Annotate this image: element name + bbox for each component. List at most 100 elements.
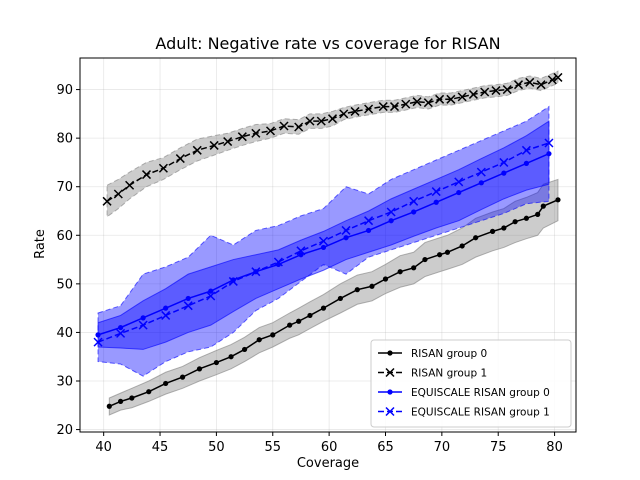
y-tick-label: 50 — [56, 277, 73, 292]
equiscale-risan-group-1-point — [476, 167, 486, 177]
equiscale-risan-group-0-point — [343, 235, 349, 241]
equiscale-risan-group-0-point — [411, 209, 417, 215]
equiscale-risan-group-0-point — [501, 170, 507, 176]
y-tick-label: 40 — [56, 326, 73, 341]
risan-group-0-point — [382, 276, 389, 282]
plot-frame — [79, 57, 577, 433]
risan-group-1-point — [513, 80, 524, 90]
legend-label: EQUISCALE RISAN group 1 — [411, 407, 550, 419]
equiscale-risan-group-1-point — [296, 246, 306, 256]
risan-group-0-point — [354, 287, 360, 293]
legend: RISAN group 0 RISAN group 1 EQUISCALE RISA… — [370, 339, 572, 428]
x-axis-label: Coverage — [297, 456, 359, 471]
risan-group-1-point — [491, 86, 501, 96]
equiscale-risan-group-0-point — [117, 324, 124, 331]
risan-group-1-point — [350, 106, 360, 116]
equiscale-risan-group-0-point — [388, 218, 394, 224]
legend-marker — [385, 406, 395, 417]
x-tick-label: 45 — [152, 440, 169, 455]
equiscale-risan-group-1-point — [161, 310, 171, 320]
chart-title: Adult: Negative rate vs coverage for RIS… — [155, 34, 500, 53]
legend-marker — [387, 389, 393, 395]
y-tick-label: 60 — [56, 229, 73, 244]
risan-group-0-point — [535, 211, 541, 217]
equiscale-risan-group-1-point — [341, 225, 351, 235]
equiscale-risan-group-1-point — [138, 320, 148, 330]
risan-group-1-point — [316, 116, 326, 126]
equiscale-risan-group-0-point — [523, 160, 530, 166]
risan-group-1-point — [468, 89, 478, 99]
risan-group-0-point — [489, 228, 496, 234]
equiscale-risan-group-1-point — [409, 196, 419, 206]
equiscale-risan-group-0-point — [95, 332, 101, 338]
risan-group-0-line — [109, 199, 559, 407]
equiscale-risan-group-1-point — [431, 187, 441, 197]
risan-group-1-point — [401, 99, 411, 109]
risan-group-1-point — [125, 180, 135, 190]
x-tick-label: 80 — [546, 440, 563, 455]
risan-group-0-point — [296, 318, 302, 324]
legend-entry-equiscale-risan-group-1: EQUISCALE RISAN group 1 — [378, 407, 550, 419]
equiscale-risan-group-1-point — [499, 157, 509, 167]
equiscale-risan-group-1-point — [544, 138, 554, 148]
risan-group-0-point — [397, 269, 403, 275]
x-tick-label: 50 — [208, 440, 225, 455]
equiscale-risan-group-1-point — [318, 236, 329, 246]
equiscale-risan-group-1-point — [273, 257, 283, 267]
risan-group-0-point — [213, 359, 219, 366]
equiscale-risan-group-1-point — [364, 216, 374, 226]
series-markers — [93, 72, 563, 409]
x-tick-label: 65 — [377, 440, 394, 455]
risan-group-0-point — [179, 374, 186, 380]
y-tick-label: 70 — [56, 180, 73, 195]
y-tick-label: 20 — [56, 423, 73, 438]
risan-group-1-point — [536, 80, 546, 90]
risan-group-1-point — [279, 121, 289, 131]
risan-group-1-point — [102, 196, 112, 206]
risan-group-1-point — [209, 140, 219, 150]
risan-group-0-point — [369, 283, 375, 289]
legend-label: EQUISCALE RISAN group 0 — [411, 387, 550, 399]
equiscale-risan-group-1-point — [228, 276, 238, 286]
equiscale-risan-group-1-point — [386, 207, 396, 217]
risan-group-1-point — [192, 145, 202, 155]
equiscale-risan-group-0-point — [230, 277, 236, 283]
y-tick-label: 80 — [56, 132, 73, 147]
risan-group-0-point — [411, 265, 417, 271]
risan-group-0-point — [444, 249, 451, 255]
risan-group-1-point — [113, 189, 123, 199]
risan-group-0-point — [540, 203, 546, 209]
equiscale-risan-group-0-point — [320, 244, 327, 251]
risan-group-0-point — [512, 219, 518, 225]
y-tick-label: 90 — [56, 83, 73, 98]
risan-group-0-point — [106, 403, 112, 409]
x-tick-label: 75 — [490, 440, 507, 455]
risan-group-1-point — [158, 163, 168, 173]
legend-marker — [385, 367, 395, 378]
equiscale-risan-group-0-point — [208, 288, 214, 294]
risan-group-1-point — [378, 102, 388, 112]
risan-group-1-point — [412, 97, 422, 107]
risan-group-0-point — [501, 225, 507, 231]
risan-group-1-point — [446, 94, 456, 104]
risan-group-0-point — [270, 332, 276, 338]
risan-group-0-point — [459, 243, 465, 249]
equiscale-risan-group-1-point — [521, 145, 531, 155]
equiscale-risan-group-0-point — [433, 199, 439, 205]
legend-entry-equiscale-risan-group-0: EQUISCALE RISAN group 0 — [378, 387, 550, 399]
risan-group-1-point — [502, 85, 512, 95]
equiscale-risan-group-0-point — [140, 315, 146, 321]
risan-group-1-point — [339, 109, 349, 119]
equiscale-risan-group-1-point — [116, 328, 126, 338]
risan-group-0-point — [146, 389, 152, 395]
equiscale-risan-group-1-point — [206, 291, 216, 301]
risan-group-1-point — [305, 116, 315, 126]
risan-group-0-point — [422, 256, 428, 263]
legend-label: RISAN group 1 — [411, 368, 487, 380]
y-axis-label: Rate — [33, 229, 48, 259]
risan-group-0-point — [555, 197, 561, 203]
risan-group-0-point — [163, 380, 169, 387]
equiscale-risan-group-0-point — [298, 252, 304, 258]
risan-group-1-point — [423, 98, 433, 108]
legend-entry-risan-group-1: RISAN group 1 — [378, 368, 487, 380]
